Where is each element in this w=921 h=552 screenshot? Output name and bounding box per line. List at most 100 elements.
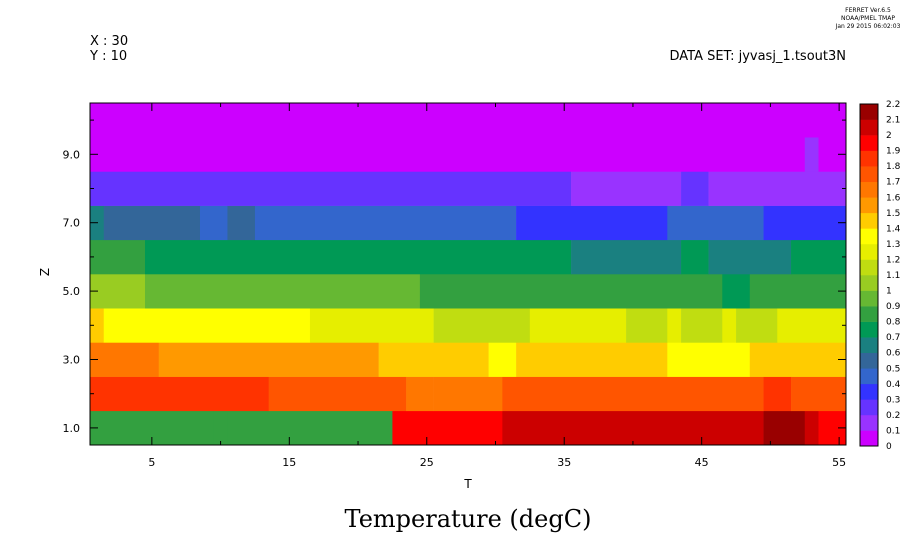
x-tick-label: 15 [282, 456, 296, 469]
heatmap-cell [708, 171, 847, 206]
heatmap-cell [804, 137, 819, 172]
colorbar-swatch [860, 414, 878, 431]
colorbar-label: 0.1 [886, 426, 900, 436]
y-position-info: Y : 10 [89, 49, 127, 64]
heatmap-cells [90, 103, 847, 446]
heatmap-cell [763, 205, 847, 241]
colorbar-swatch [860, 135, 878, 151]
colorbar-label: 1.6 [886, 193, 901, 203]
heatmap-cell [571, 239, 682, 275]
heatmap-cell [516, 205, 668, 241]
colorbar-label: 1.3 [886, 240, 900, 250]
x-tick-label: 25 [420, 456, 434, 469]
dataset-label: DATA SET: jyvasj_1.tsout3N [669, 49, 846, 64]
y-axis-label: Z [38, 268, 52, 276]
colorbar-frame [859, 103, 879, 447]
heatmap-cell [488, 342, 517, 377]
heatmap-cell [90, 274, 146, 309]
colorbar-swatch [860, 243, 878, 260]
heatmap-cell [90, 342, 160, 377]
heatmap-cell [199, 205, 228, 241]
heatmap-cell [378, 342, 489, 377]
heatmap-cell [144, 239, 572, 275]
heatmap-cell [254, 205, 517, 241]
y-tick-label: 5.0 [63, 285, 81, 298]
colorbar-swatch [860, 290, 878, 307]
heatmap-cell [681, 171, 709, 206]
heatmap-cell [667, 308, 682, 343]
heatmap-cell [90, 103, 847, 138]
heatmap-cell [749, 274, 847, 309]
colorbar-swatch [860, 306, 878, 322]
colorbar-label: 1.5 [886, 209, 900, 219]
colorbar-label: 0.2 [886, 411, 900, 421]
colorbar-label: 1.7 [886, 178, 900, 188]
colorbar-label: 0.8 [886, 318, 901, 328]
heatmap-cell [791, 239, 847, 275]
y-tick-label: 3.0 [63, 354, 81, 367]
colorbar-label: 2.2 [886, 100, 900, 110]
colorbar-label: 1.9 [886, 147, 901, 157]
chart-title: Temperature (degC) [345, 505, 592, 533]
colorbar-swatch [860, 150, 878, 167]
heatmap-cell [763, 376, 792, 412]
colorbar-swatch [860, 119, 878, 136]
colorbar-label: 1.1 [886, 271, 900, 281]
heatmap-cell [571, 171, 682, 206]
heatmap-cell [406, 376, 434, 412]
heatmap-cell [804, 410, 819, 446]
colorbar-label: 0.5 [886, 364, 900, 374]
colorbar-label: 0.7 [886, 333, 900, 343]
heatmap-cell [433, 376, 503, 412]
colorbar-label: 0 [886, 442, 892, 452]
heatmap-cell [90, 308, 105, 343]
heatmap-cell [722, 308, 737, 343]
colorbar-swatch [860, 337, 878, 354]
heatmap-cell [516, 342, 668, 377]
heatmap-cell [502, 410, 764, 446]
heatmap-cell [268, 376, 407, 412]
x-tick-label: 55 [832, 456, 846, 469]
heatmap-cell [103, 205, 201, 241]
x-tick-label: 35 [557, 456, 571, 469]
heatmap-cell [763, 410, 806, 446]
colorbar-label: 0.3 [886, 395, 900, 405]
heatmap-cell [392, 410, 503, 446]
colorbar-label: 1.2 [886, 255, 900, 265]
heatmap-cell [90, 137, 806, 172]
colorbar-swatch [860, 166, 878, 183]
colorbar-swatch [860, 352, 878, 369]
heatmap-cell [227, 205, 256, 241]
x-tick-label: 45 [695, 456, 709, 469]
x-tick-label: 5 [148, 456, 155, 469]
heatmap-cell [502, 376, 764, 412]
colorbar-label: 1 [886, 287, 892, 297]
colorbar-swatch [860, 383, 878, 400]
heatmap-cell [433, 308, 531, 343]
colorbar-swatch [860, 181, 878, 198]
y-tick-label: 9.0 [63, 148, 81, 161]
heatmap-cell [103, 410, 215, 446]
heatmap-cell [213, 410, 228, 446]
heatmap-cell [626, 308, 668, 343]
colorbar-label: 2 [886, 131, 892, 141]
colorbar-label: 2.1 [886, 116, 900, 126]
heatmap-cell [791, 376, 847, 412]
heatmap-cell [722, 274, 751, 309]
heatmap-cell [736, 308, 778, 343]
colorbar-swatch [860, 197, 878, 214]
heatmap-cell [529, 308, 627, 343]
heatmap-cell [90, 239, 146, 275]
heatmap-cell [144, 274, 421, 309]
y-tick-label: 1.0 [63, 422, 81, 435]
heatmap-cell [419, 274, 723, 309]
plot-frame [89, 102, 847, 446]
colorbar-label: 0.9 [886, 302, 901, 312]
x-axis-label: T [463, 477, 472, 491]
colorbar-label: 1.8 [886, 162, 901, 172]
y-tick-label: 7.0 [63, 217, 81, 230]
colorbar-swatch [860, 430, 878, 447]
ferret-org: NOAA/PMEL TMAP [841, 15, 895, 22]
colorbar-swatch [860, 275, 878, 291]
